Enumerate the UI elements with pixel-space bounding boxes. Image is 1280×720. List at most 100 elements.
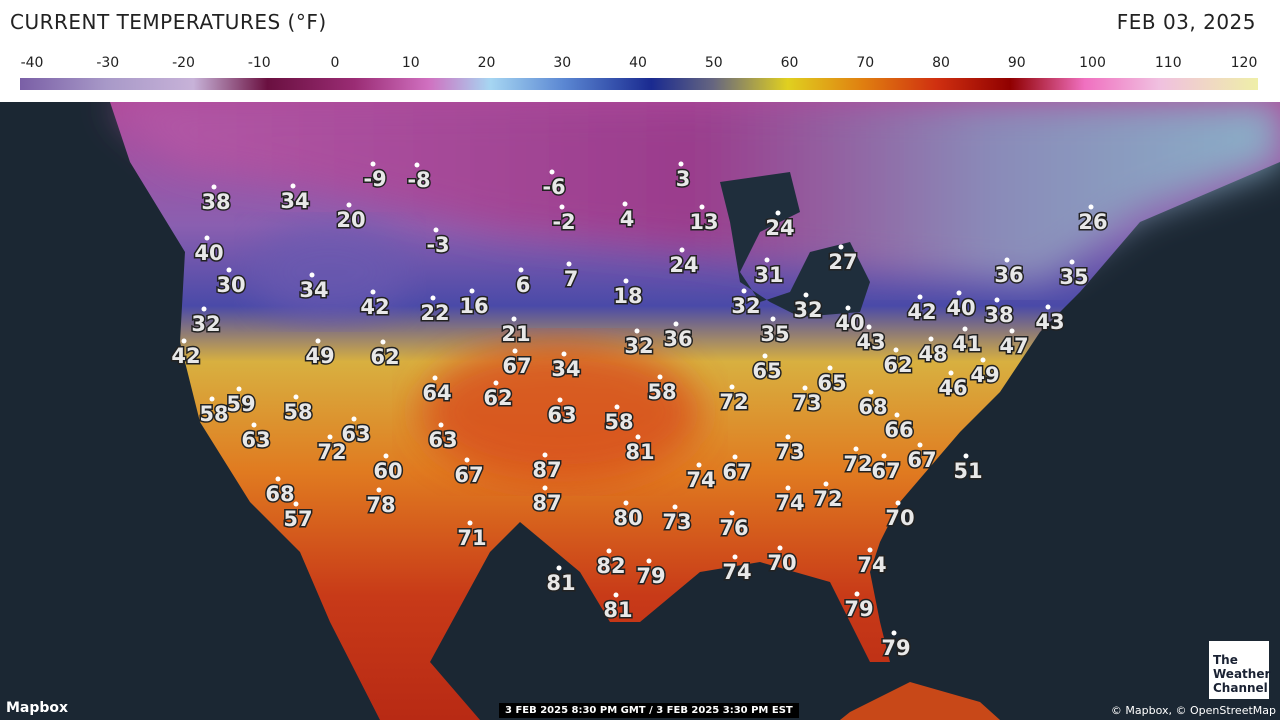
station-dot <box>511 316 517 322</box>
temperature: 63 <box>241 428 270 452</box>
temperature: 21 <box>501 322 530 346</box>
station-dot <box>623 500 629 506</box>
temperature: 6 <box>516 273 531 297</box>
station-dot <box>201 306 207 312</box>
timestamp: 3 FEB 2025 8:30 PM GMT / 3 FEB 2025 3:30… <box>499 703 799 718</box>
station-dot <box>891 630 897 636</box>
cuba <box>840 682 1000 720</box>
temperature: 34 <box>280 189 309 213</box>
temperature: 67 <box>502 354 531 378</box>
temperature: 66 <box>884 418 913 442</box>
temperature: 41 <box>952 332 981 356</box>
station-dot <box>838 244 844 250</box>
station-dot <box>802 385 808 391</box>
temperature: 58 <box>283 400 312 424</box>
temperature: -8 <box>407 168 430 192</box>
scale-tick: 80 <box>932 55 950 71</box>
station-dot <box>351 416 357 422</box>
temperature: 72 <box>719 390 748 414</box>
station-dot <box>315 338 321 344</box>
temperature: 20 <box>336 208 365 232</box>
scale-tick: 70 <box>856 55 875 71</box>
temperature: 42 <box>171 344 200 368</box>
station-dot <box>414 162 420 168</box>
station-dot <box>868 389 874 395</box>
provider: Mapbox <box>6 700 69 716</box>
scale-tick: 100 <box>1079 55 1106 71</box>
station-dot <box>741 288 747 294</box>
station-dot <box>236 386 242 392</box>
temperature: 24 <box>669 253 698 277</box>
temperature: 32 <box>624 334 653 358</box>
station-dot <box>346 202 352 208</box>
station-dot <box>895 500 901 506</box>
station-dot <box>438 422 444 428</box>
temperature: 63 <box>341 422 370 446</box>
temperature: 60 <box>373 459 402 483</box>
temperature: 71 <box>457 526 486 550</box>
station-dot <box>614 404 620 410</box>
temperature: 64 <box>422 381 451 405</box>
header: CURRENT TEMPERATURES (°F) FEB 03, 2025 -… <box>0 0 1280 102</box>
station-dot <box>376 487 382 493</box>
station-dot <box>209 396 215 402</box>
station-dot <box>854 591 860 597</box>
station-dot <box>493 380 499 386</box>
scale-tick: 40 <box>629 55 647 71</box>
station-dot <box>226 267 232 273</box>
station-dot <box>542 452 548 458</box>
station-dot <box>893 347 899 353</box>
scale-tick: -20 <box>172 55 195 71</box>
temperature: 67 <box>454 463 483 487</box>
station-dot <box>309 272 315 278</box>
scale-tick: 60 <box>780 55 799 71</box>
station-dot <box>696 462 702 468</box>
station-dot <box>762 353 768 359</box>
temperature: 79 <box>844 597 873 621</box>
station-dot <box>561 351 567 357</box>
station-dot <box>729 510 735 516</box>
temperature: 43 <box>1035 310 1064 334</box>
station-dot <box>917 294 923 300</box>
station-dot <box>881 453 887 459</box>
scale-tick: -30 <box>96 55 120 71</box>
station-dot <box>980 357 986 363</box>
logo: The Weather Channel <box>1209 641 1270 699</box>
station-dot <box>623 278 629 284</box>
temperature: 73 <box>792 391 821 415</box>
temperature: 32 <box>191 312 220 336</box>
temperature: 87 <box>532 458 561 482</box>
temperature: 36 <box>994 263 1023 287</box>
temperature: 31 <box>754 263 783 287</box>
station-dot <box>1009 328 1015 334</box>
temperature: 26 <box>1078 210 1107 234</box>
logo-line: The <box>1213 653 1238 667</box>
station-dot <box>678 161 684 167</box>
temperature: 34 <box>551 357 580 381</box>
temperature: 43 <box>856 330 885 354</box>
station-dot <box>770 316 776 322</box>
temperature: 65 <box>752 359 781 383</box>
station-dot <box>672 504 678 510</box>
station-dot <box>729 384 735 390</box>
scale-tick: 10 <box>401 55 420 71</box>
temperature: 38 <box>984 303 1013 327</box>
date: FEB 03, 2025 <box>1116 10 1256 34</box>
station-dot <box>464 457 470 463</box>
temperature: 76 <box>719 516 748 540</box>
temperature: 79 <box>636 564 665 588</box>
temperature: 40 <box>835 311 864 335</box>
station-dot <box>646 558 652 564</box>
temperature: 87 <box>532 491 561 515</box>
temperature: 81 <box>603 598 632 622</box>
scale-tick: -10 <box>247 55 271 71</box>
temperature: 36 <box>663 327 692 351</box>
temperature: 40 <box>946 296 975 320</box>
temperature: 70 <box>767 551 796 575</box>
station-dot <box>370 161 376 167</box>
station-dot <box>549 169 555 175</box>
station-dot <box>867 547 873 553</box>
station-dot <box>557 397 563 403</box>
title: CURRENT TEMPERATURES (°F) <box>10 10 327 34</box>
